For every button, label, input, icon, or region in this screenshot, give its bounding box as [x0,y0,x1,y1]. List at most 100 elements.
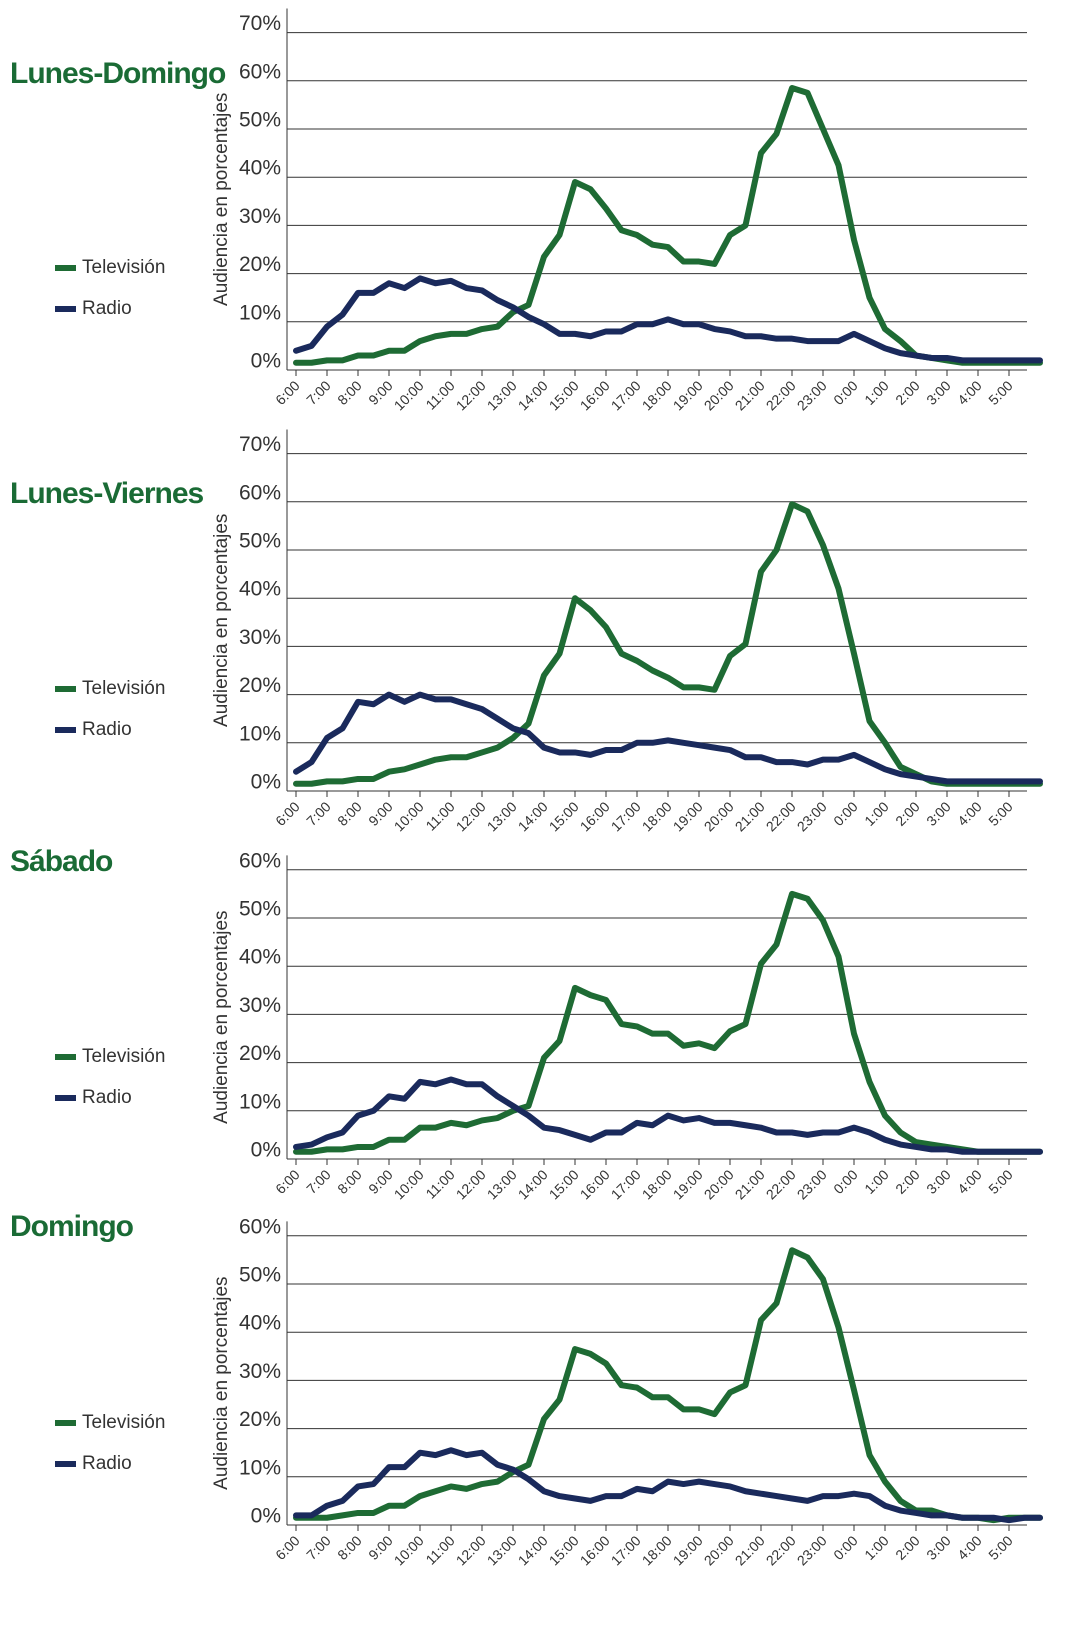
x-tick-label: 5:00 [985,798,1016,829]
y-tick-label: 50% [239,530,281,553]
y-tick-label: 10% [239,1090,281,1113]
y-tick-label: 40% [239,157,281,180]
x-tick-label: 12:00 [453,1532,489,1568]
x-tick-label: 19:00 [670,1166,706,1202]
x-tick-label: 2:00 [892,1532,923,1563]
x-tick-label: 18:00 [639,1166,675,1202]
x-tick-label: 14:00 [515,1532,551,1568]
x-tick-label: 8:00 [334,1532,365,1563]
y-tick-label: 30% [239,626,281,649]
x-tick-label: 16:00 [577,377,613,413]
y-tick-label: 30% [239,1360,281,1383]
chart-title: Sábado [10,845,113,878]
x-tick-label: 5:00 [985,1166,1016,1197]
y-tick-label: 20% [239,674,281,697]
legend-label: Radio [82,298,132,319]
x-tick-label: 19:00 [670,798,706,834]
x-tick-label: 0:00 [830,798,861,829]
x-tick-label: 14:00 [515,798,551,834]
x-tick-label: 8:00 [334,1166,365,1197]
x-tick-label: 22:00 [763,377,799,413]
y-tick-label: 60% [239,481,281,504]
y-axis-label: Audiencia en porcentajes [211,514,232,727]
x-tick-label: 3:00 [923,1166,954,1197]
x-tick-label: 12:00 [453,798,489,834]
chart-title: Domingo [10,1210,134,1243]
y-tick-label: 0% [251,771,281,794]
y-tick-label: 40% [239,1312,281,1335]
legend-label: Radio [82,1453,132,1474]
y-tick-label: 30% [239,205,281,228]
x-tick-label: 16:00 [577,798,613,834]
x-tick-label: 14:00 [515,1166,551,1202]
y-tick-label: 0% [251,350,281,373]
x-tick-label: 18:00 [639,798,675,834]
x-tick-label: 1:00 [861,377,892,408]
x-tick-label: 22:00 [763,1166,799,1202]
x-tick-label: 21:00 [732,1166,768,1202]
series-line [293,1076,1043,1155]
x-tick-label: 13:00 [484,377,520,413]
x-tick-label: 15:00 [546,377,582,413]
x-tick-label: 16:00 [577,1532,613,1568]
x-tick-label: 17:00 [608,1166,644,1202]
y-tick-label: 0% [251,1505,281,1528]
x-tick-label: 10:00 [391,798,427,834]
x-tick-label: 13:00 [484,1532,520,1568]
x-tick-label: 22:00 [763,798,799,834]
x-tick-label: 4:00 [954,1532,985,1563]
x-tick-label: 11:00 [422,377,458,413]
x-tick-label: 17:00 [608,798,644,834]
x-tick-label: 17:00 [608,1532,644,1568]
x-tick-label: 23:00 [794,798,830,834]
x-tick-label: 10:00 [391,1532,427,1568]
x-tick-label: 5:00 [985,377,1016,408]
y-axis-label: Audiencia en porcentajes [211,1276,232,1489]
y-tick-label: 20% [239,253,281,276]
x-tick-label: 7:00 [303,1532,334,1563]
x-tick-label: 21:00 [732,1532,768,1568]
x-tick-label: 3:00 [923,1532,954,1563]
x-tick-label: 10:00 [391,1166,427,1202]
x-tick-label: 15:00 [546,1166,582,1202]
x-tick-label: 7:00 [303,1166,334,1197]
x-tick-label: 4:00 [954,377,985,408]
y-tick-label: 60% [239,60,281,83]
y-tick-label: 50% [239,109,281,132]
x-tick-label: 0:00 [830,377,861,408]
y-axis-label: Audiencia en porcentajes [211,93,232,306]
x-tick-label: 4:00 [954,798,985,829]
legend-label: Televisión [82,1046,165,1067]
x-tick-label: 8:00 [334,377,365,408]
x-tick-label: 1:00 [861,1532,892,1563]
x-tick-label: 13:00 [484,1166,520,1202]
x-tick-label: 15:00 [546,798,582,834]
x-tick-label: 18:00 [639,377,675,413]
legend-label: Televisión [82,1412,165,1433]
legend-label: Radio [82,719,132,740]
x-tick-label: 2:00 [892,798,923,829]
y-tick-label: 50% [239,898,281,921]
x-tick-label: 8:00 [334,798,365,829]
x-tick-label: 0:00 [830,1166,861,1197]
y-tick-label: 70% [239,12,281,35]
x-tick-label: 20:00 [701,1532,737,1568]
x-tick-label: 7:00 [303,798,334,829]
y-tick-label: 10% [239,301,281,324]
x-tick-label: 16:00 [577,1166,613,1202]
x-tick-label: 22:00 [763,1532,799,1568]
x-tick-label: 3:00 [923,377,954,408]
x-tick-label: 19:00 [670,377,706,413]
x-tick-label: 2:00 [892,377,923,408]
y-tick-label: 0% [251,1139,281,1162]
x-tick-label: 6:00 [272,377,303,408]
y-tick-label: 60% [239,1215,281,1238]
x-tick-label: 0:00 [830,1532,861,1563]
x-tick-label: 19:00 [670,1532,706,1568]
x-tick-label: 12:00 [453,377,489,413]
x-tick-label: 20:00 [701,798,737,834]
series-line [293,691,1043,785]
x-tick-label: 4:00 [954,1166,985,1197]
